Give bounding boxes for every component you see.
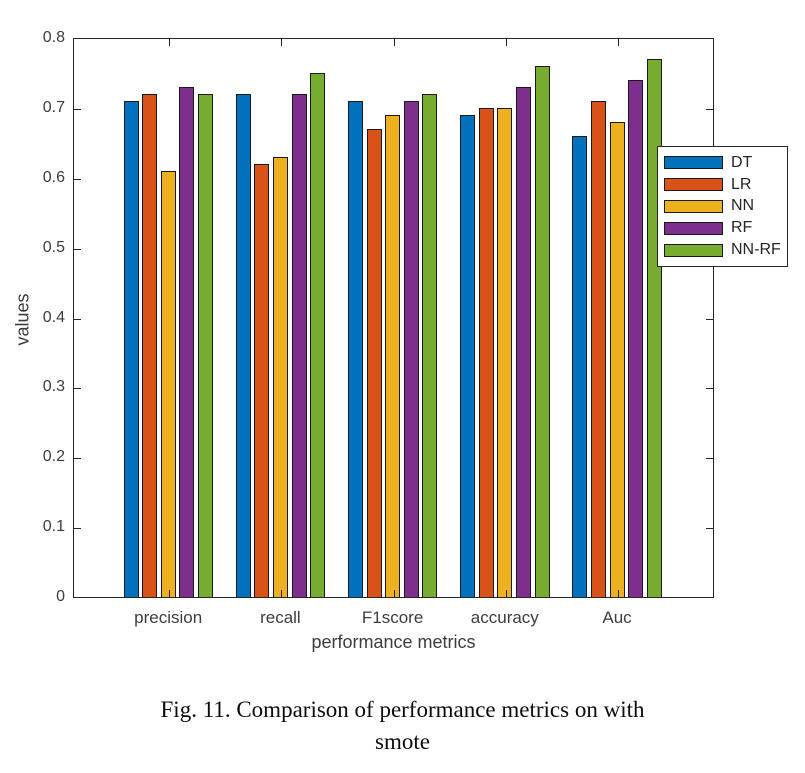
x-tick-top (618, 39, 619, 46)
figure-caption-line-2: smote (375, 729, 430, 754)
legend-swatch-RF (664, 221, 723, 235)
figure-caption: Fig. 11. Comparison of performance metri… (0, 694, 805, 758)
y-tick-left (74, 319, 81, 320)
x-tick-label-F1score: F1score (361, 608, 424, 627)
y-tick-left (74, 109, 81, 110)
y-axis-title: values (12, 293, 33, 346)
bar-Auc-LR (590, 101, 606, 597)
legend-label: NN (731, 197, 755, 215)
y-tick-left (74, 179, 81, 180)
legend-swatch-DT (664, 156, 723, 170)
bar-precision-NN (160, 171, 176, 597)
legend-swatch-LR (664, 178, 723, 192)
bar-Auc-NN-RF (646, 59, 662, 597)
x-tick-top (506, 39, 507, 46)
legend-entry-LR: LR (658, 175, 787, 193)
x-tick-bottom (394, 590, 395, 597)
legend-label: RF (731, 219, 753, 237)
legend-swatch-NN (664, 199, 723, 213)
bar-F1score-DT (347, 101, 363, 597)
legend-entry-NN: NN (658, 198, 787, 214)
y-tick-label: 0.5 (42, 239, 65, 256)
bar-F1score-NN-RF (422, 94, 438, 597)
x-tick-label-precision: precision (134, 608, 203, 627)
legend-label: LR (731, 175, 752, 193)
x-tick-bottom (281, 590, 282, 597)
x-tick-label-accuracy: accuracy (470, 608, 539, 627)
y-tick-label: 0.3 (42, 378, 65, 395)
bar-accuracy-NN (497, 108, 513, 597)
legend-entry-RF: RF (658, 220, 787, 236)
y-tick-label: 0.1 (42, 518, 65, 535)
bar-precision-RF (179, 87, 195, 597)
bar-recall-NN (272, 157, 288, 597)
y-tick-left (74, 388, 81, 389)
x-tick-top (394, 39, 395, 46)
plot-area (73, 38, 714, 598)
y-tick-label: 0 (56, 588, 65, 605)
bar-recall-DT (235, 94, 251, 597)
bar-precision-LR (142, 94, 158, 597)
bar-Auc-NN (609, 122, 625, 597)
x-tick-bottom (618, 590, 619, 597)
bar-F1score-NN (385, 115, 401, 597)
legend-label: DT (731, 153, 753, 171)
y-tick-left (74, 528, 81, 529)
x-axis-title: performance metrics (311, 632, 476, 652)
legend-entry-NN-RF: NN-RF (658, 242, 787, 258)
bar-accuracy-NN-RF (534, 66, 550, 597)
bar-accuracy-DT (460, 115, 476, 597)
x-tick-top (281, 39, 282, 46)
x-tick-label-Auc: Auc (602, 608, 632, 627)
y-tick-right (706, 109, 713, 110)
y-tick-right (706, 319, 713, 320)
legend-entry-DT: DT (658, 153, 787, 171)
x-tick-bottom (169, 590, 170, 597)
legend-swatch-NN-RF (664, 243, 723, 257)
bar-precision-NN-RF (197, 94, 213, 597)
legend-label: NN-RF (731, 241, 781, 259)
y-tick-left (74, 249, 81, 250)
y-tick-label: 0.2 (42, 448, 65, 465)
bar-Auc-RF (628, 80, 644, 597)
bar-accuracy-LR (478, 108, 494, 597)
y-tick-label: 0.6 (42, 169, 65, 186)
y-tick-label: 0.7 (42, 99, 65, 116)
bar-recall-LR (254, 164, 270, 597)
x-tick-top (169, 39, 170, 46)
y-tick-right (706, 528, 713, 529)
bar-F1score-RF (403, 101, 419, 597)
bar-accuracy-RF (515, 87, 531, 597)
y-tick-label: 0.4 (42, 309, 65, 326)
y-tick-right (706, 458, 713, 459)
bar-precision-DT (123, 101, 139, 597)
bar-recall-NN-RF (310, 73, 326, 597)
x-tick-bottom (506, 590, 507, 597)
y-tick-label: 0.8 (42, 29, 65, 46)
legend: DT LR NN RF NN-RF (657, 146, 788, 267)
y-tick-right (706, 388, 713, 389)
bar-recall-RF (291, 94, 307, 597)
figure-caption-line-1: Fig. 11. Comparison of performance metri… (160, 697, 645, 722)
bar-F1score-LR (366, 129, 382, 597)
bar-Auc-DT (572, 136, 588, 597)
y-tick-left (74, 458, 81, 459)
x-tick-label-recall: recall (260, 608, 301, 627)
